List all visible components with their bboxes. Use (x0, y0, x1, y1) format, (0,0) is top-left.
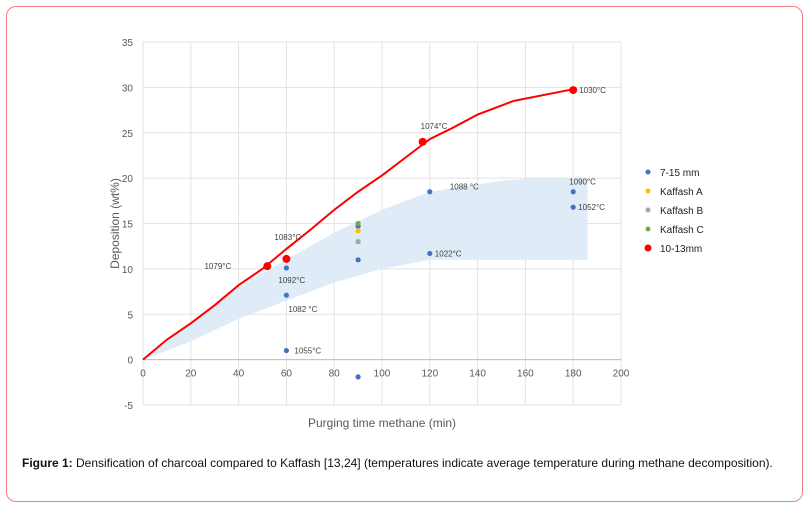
x-tick-label: 180 (565, 369, 582, 380)
data-point (355, 374, 361, 380)
y-axis-title: Deposition (wt%) (108, 178, 122, 269)
x-tick-label: 40 (233, 369, 245, 380)
data-label: 1022°C (435, 249, 462, 258)
y-tick-label: 30 (122, 83, 134, 94)
legend-marker (645, 188, 651, 194)
data-label: 1088 °C (450, 183, 479, 192)
x-tick-label: 80 (329, 369, 341, 380)
y-tick-label: 10 (122, 265, 134, 276)
x-tick-label: 140 (469, 369, 486, 380)
data-point (427, 189, 433, 195)
data-point (570, 204, 576, 210)
chart: -5 0 5 10 15 20 25 30 35 0 20 40 60 80 100 120 140 160 180… (108, 38, 704, 430)
y-tick-label: 25 (122, 129, 134, 140)
figure-card (6, 6, 803, 502)
legend-label: Kaffash C (660, 225, 704, 236)
x-tick-label: 60 (281, 369, 293, 380)
data-point (427, 250, 433, 257)
data-point (283, 265, 289, 271)
data-point (569, 86, 578, 95)
data-point (570, 189, 576, 195)
x-tick-label: 120 (421, 369, 438, 380)
data-label: 1055°C (294, 347, 321, 356)
data-point (283, 292, 289, 298)
data-label: 1090°C (569, 178, 596, 187)
legend-marker (645, 226, 651, 232)
legend-marker (645, 207, 651, 213)
figure-caption: Figure 1: Densification of charcoal comp… (22, 456, 782, 471)
uncertainty-band (143, 178, 588, 360)
caption-text: Densification of charcoal compared to Ka… (72, 456, 773, 470)
y-tick-label: 0 (127, 356, 133, 367)
data-point (418, 137, 427, 146)
data-point (355, 257, 361, 263)
x-tick-label: 20 (185, 369, 197, 380)
legend-marker (644, 244, 652, 252)
x-tick-label: 160 (517, 369, 534, 380)
y-tick-label: -5 (124, 401, 133, 412)
x-tick-label: 100 (374, 369, 391, 380)
data-label: 1074°C (421, 122, 448, 131)
data-point (263, 262, 272, 271)
data-label: 1082 °C (288, 305, 317, 314)
data-label: 1052°C (578, 203, 605, 212)
legend-label: 10-13mm (660, 244, 702, 255)
data-label: 1030°C (579, 86, 606, 95)
x-tick-label: 200 (613, 369, 630, 380)
data-point (282, 254, 291, 263)
x-axis-title: Purging time methane (min) (308, 416, 456, 430)
x-tick-label: 0 (140, 369, 146, 380)
data-label: 1079°C (204, 262, 231, 271)
data-point (283, 347, 289, 354)
y-tick-label: 15 (122, 220, 134, 231)
y-tick-label: 20 (122, 174, 134, 185)
legend-marker (645, 169, 651, 175)
legend-label: Kaffash A (660, 187, 703, 198)
data-label: 1092°C (278, 276, 305, 285)
trend-line (142, 88, 574, 361)
legend-label: 7-15 mm (660, 168, 699, 179)
data-point (355, 228, 361, 234)
data-label: 1083°C (274, 233, 301, 242)
caption-label: Figure 1: (22, 456, 73, 470)
legend-label: Kaffash B (660, 206, 704, 217)
data-point (355, 220, 361, 227)
y-tick-label: 35 (122, 38, 134, 49)
data-point (355, 239, 361, 245)
y-tick-label: 5 (127, 310, 133, 321)
